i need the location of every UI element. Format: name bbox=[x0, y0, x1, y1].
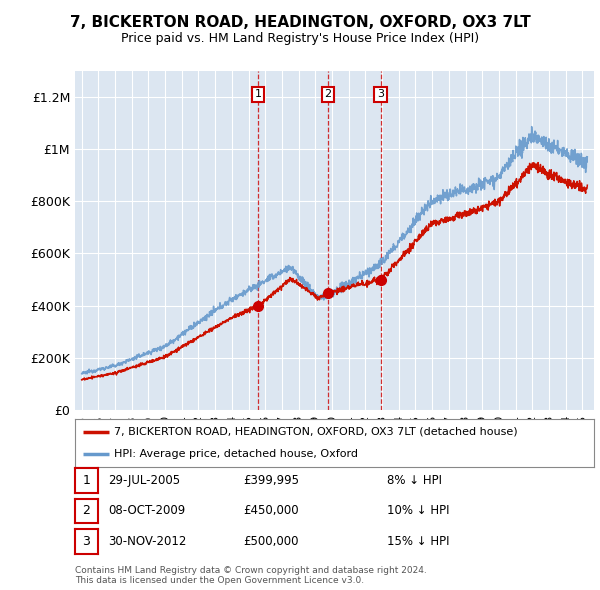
Text: 2: 2 bbox=[325, 89, 332, 99]
Text: 10% ↓ HPI: 10% ↓ HPI bbox=[387, 504, 449, 517]
Text: 08-OCT-2009: 08-OCT-2009 bbox=[108, 504, 185, 517]
Text: 2: 2 bbox=[82, 504, 91, 517]
Text: 1: 1 bbox=[82, 474, 91, 487]
Text: Contains HM Land Registry data © Crown copyright and database right 2024.
This d: Contains HM Land Registry data © Crown c… bbox=[75, 566, 427, 585]
Text: 7, BICKERTON ROAD, HEADINGTON, OXFORD, OX3 7LT: 7, BICKERTON ROAD, HEADINGTON, OXFORD, O… bbox=[70, 15, 530, 30]
Text: 3: 3 bbox=[82, 535, 91, 548]
Text: 7, BICKERTON ROAD, HEADINGTON, OXFORD, OX3 7LT (detached house): 7, BICKERTON ROAD, HEADINGTON, OXFORD, O… bbox=[114, 427, 518, 437]
Text: 30-NOV-2012: 30-NOV-2012 bbox=[108, 535, 187, 548]
Text: 3: 3 bbox=[377, 89, 384, 99]
Text: 15% ↓ HPI: 15% ↓ HPI bbox=[387, 535, 449, 548]
Text: £399,995: £399,995 bbox=[243, 474, 299, 487]
Text: 8% ↓ HPI: 8% ↓ HPI bbox=[387, 474, 442, 487]
Text: HPI: Average price, detached house, Oxford: HPI: Average price, detached house, Oxfo… bbox=[114, 449, 358, 459]
Text: 29-JUL-2005: 29-JUL-2005 bbox=[108, 474, 180, 487]
Text: £450,000: £450,000 bbox=[243, 504, 299, 517]
Text: £500,000: £500,000 bbox=[243, 535, 299, 548]
Text: 1: 1 bbox=[254, 89, 262, 99]
Text: Price paid vs. HM Land Registry's House Price Index (HPI): Price paid vs. HM Land Registry's House … bbox=[121, 32, 479, 45]
